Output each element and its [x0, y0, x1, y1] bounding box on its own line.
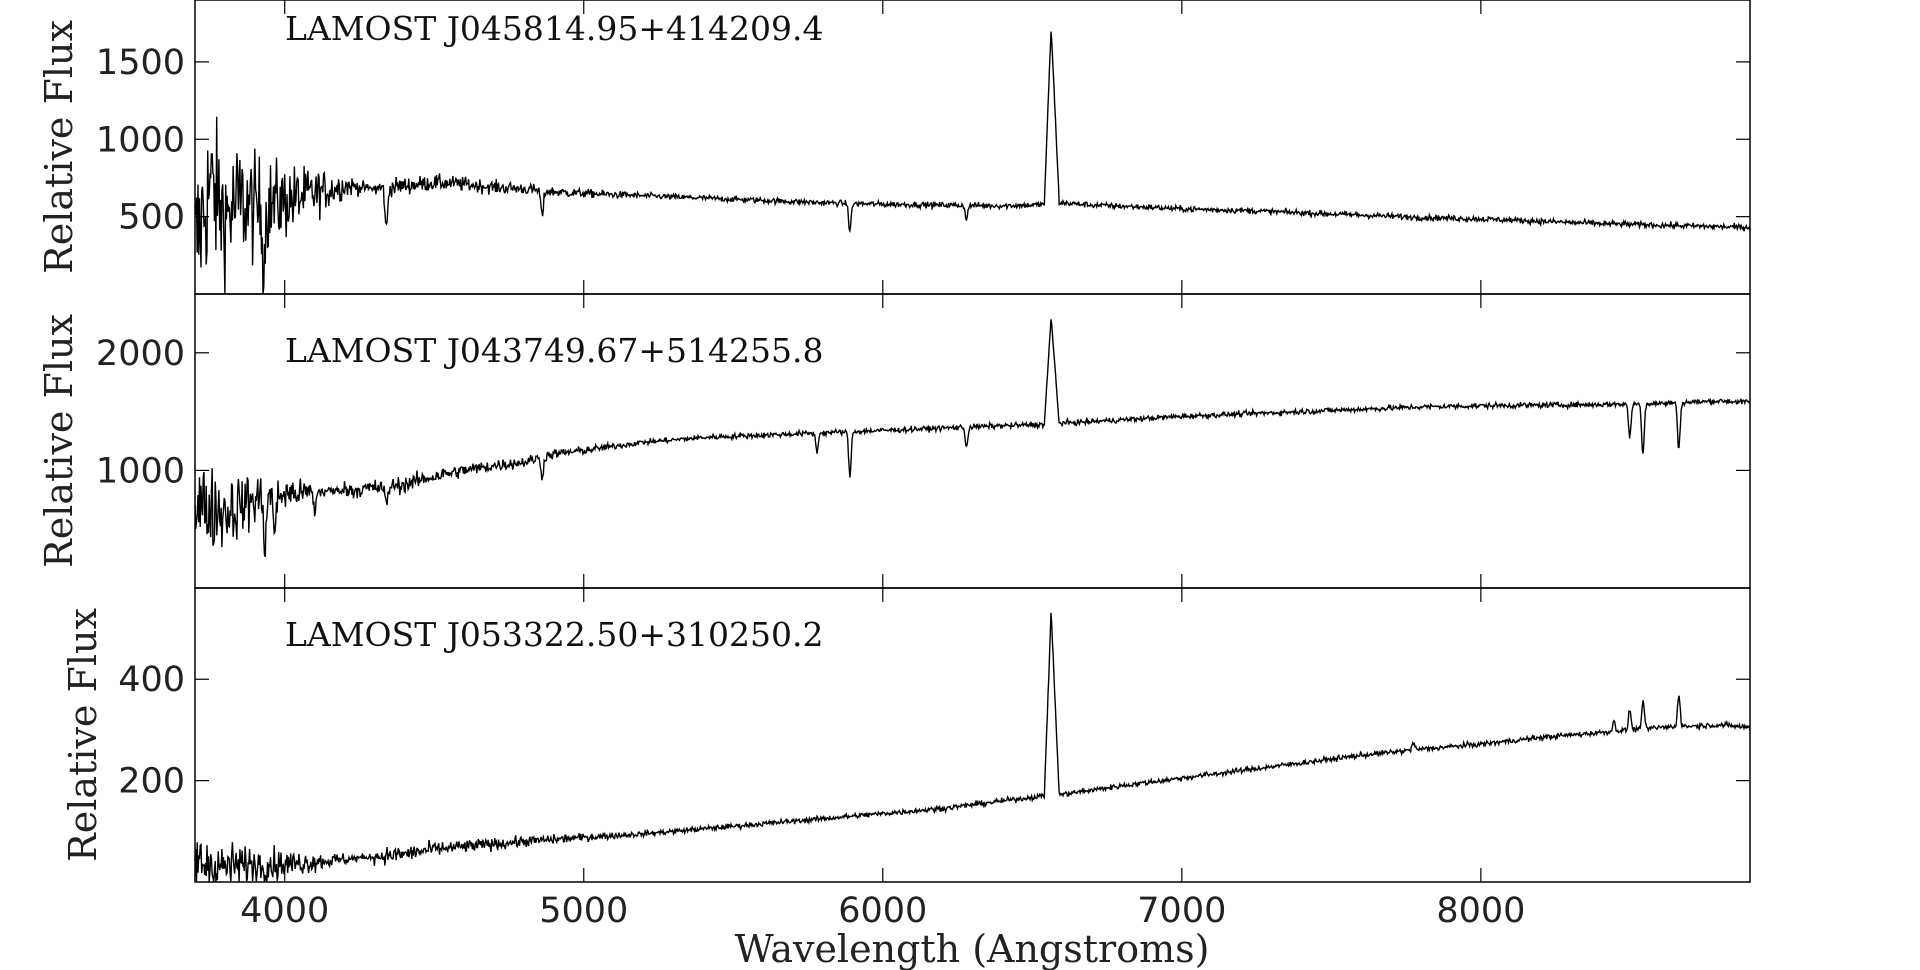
- panel-2-title: LAMOST J043749.67+514255.8: [285, 331, 824, 370]
- panel-2-ticks: 1000 2000: [96, 294, 1750, 588]
- x-tick-label: 8000: [1436, 891, 1525, 931]
- panel-3-ylabel: Relative Flux: [61, 608, 105, 862]
- panel-2-ylabel: Relative Flux: [37, 314, 81, 568]
- panel-1-title: LAMOST J045814.95+414209.4: [285, 9, 824, 48]
- x-tick-label: 5000: [539, 891, 628, 931]
- panel-1-spectrum-line: [194, 31, 1751, 295]
- y-tick-label: 500: [118, 198, 185, 238]
- x-axis-label: Wavelength (Angstroms): [735, 927, 1210, 970]
- panel-2-spectrum-line: [194, 319, 1751, 558]
- panel-1-ylabel: Relative Flux: [37, 20, 81, 274]
- panel-3-title: LAMOST J053322.50+310250.2: [285, 615, 824, 654]
- y-tick-label: 2000: [96, 334, 185, 374]
- y-tick-label: 1500: [96, 43, 185, 83]
- panel-1: LAMOST J045814.95+414209.4 Relative Flux…: [37, 0, 1751, 295]
- panel-3-frame: [194, 587, 1751, 883]
- panel-3: LAMOST J053322.50+310250.2 Relative Flux…: [61, 587, 1751, 883]
- y-tick-label: 400: [118, 660, 185, 700]
- x-tick-label: 4000: [240, 891, 329, 931]
- panel-3-spectrum-line: [194, 612, 1751, 883]
- x-tick-labels: 4000 5000 6000 7000 8000: [240, 891, 1525, 931]
- y-tick-label: 1000: [96, 451, 185, 491]
- panel-1-ticks: 500 1000 1500: [96, 0, 1750, 294]
- panel-2: LAMOST J043749.67+514255.8 Relative Flux…: [37, 293, 1751, 589]
- x-tick-label: 6000: [838, 891, 927, 931]
- x-tick-label: 7000: [1137, 891, 1226, 931]
- panel-3-ticks: 200 400: [118, 588, 1750, 882]
- y-tick-label: 1000: [96, 120, 185, 160]
- y-tick-label: 200: [118, 762, 185, 802]
